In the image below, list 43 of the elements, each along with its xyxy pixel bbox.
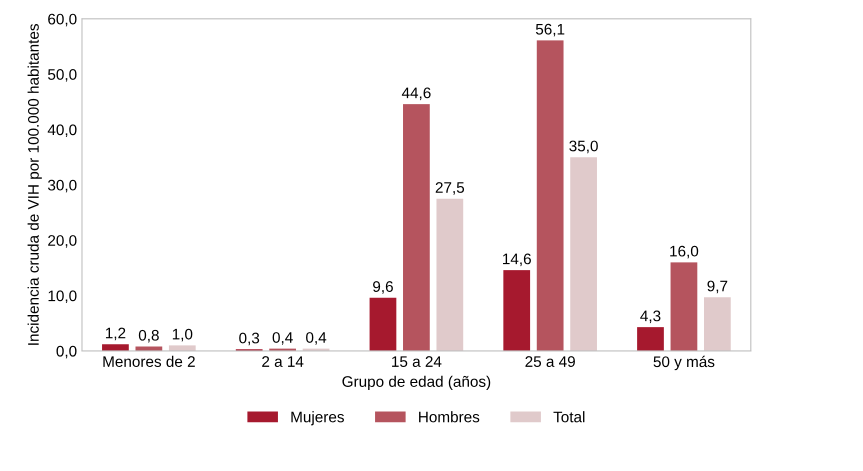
legend-label: Mujeres (291, 411, 344, 426)
data-label: 9,7 (707, 280, 728, 294)
data-label: 14,6 (503, 253, 531, 266)
data-label: 0,4 (272, 332, 293, 345)
y-tick-label: 0,0 (56, 346, 77, 358)
x-tick-label: 50 y más (654, 356, 714, 370)
x-tick-label: Menores de 2 (103, 356, 195, 367)
data-label: 35,0 (569, 140, 598, 154)
bar (536, 40, 564, 351)
data-label: 4,3 (640, 310, 660, 324)
data-label: 44,6 (402, 87, 431, 100)
legend-label: Total (553, 411, 584, 422)
y-tick-label: 20,0 (48, 235, 77, 248)
y-tick-label: 40,0 (48, 124, 77, 138)
data-label: 16,0 (670, 246, 698, 258)
y-axis-title: Incidencia cruda de VIH por 100.000 habitantes (28, 24, 42, 345)
legend-label: Hombres (419, 411, 480, 422)
data-label: 0,8 (138, 330, 159, 342)
data-label: 0,3 (239, 332, 260, 346)
data-label: 1,0 (172, 328, 192, 342)
bar (670, 262, 698, 351)
bar (637, 327, 664, 351)
y-tick-label: 30,0 (48, 180, 77, 192)
bar (168, 345, 196, 351)
y-tick-label: 60,0 (48, 14, 77, 26)
data-label: 27,5 (436, 182, 464, 195)
data-label: 9,6 (373, 281, 393, 294)
data-label: 1,2 (106, 328, 126, 340)
x-tick-label: 2 a 14 (262, 356, 304, 367)
bar (503, 270, 530, 351)
data-label: 0,4 (306, 332, 326, 345)
bar (370, 298, 396, 351)
bar (102, 344, 129, 351)
data-label: 56,1 (536, 24, 564, 36)
x-tick-label: 25 a 49 (525, 356, 575, 367)
x-tick-label: 15 a 24 (392, 356, 442, 367)
bar (403, 104, 430, 351)
bar (704, 297, 731, 351)
bar (436, 198, 464, 351)
x-axis-title: Grupo de edad (años) (342, 376, 490, 390)
y-tick-label: 50,0 (48, 69, 77, 82)
y-tick-label: 10,0 (48, 290, 77, 304)
bar (570, 157, 597, 351)
